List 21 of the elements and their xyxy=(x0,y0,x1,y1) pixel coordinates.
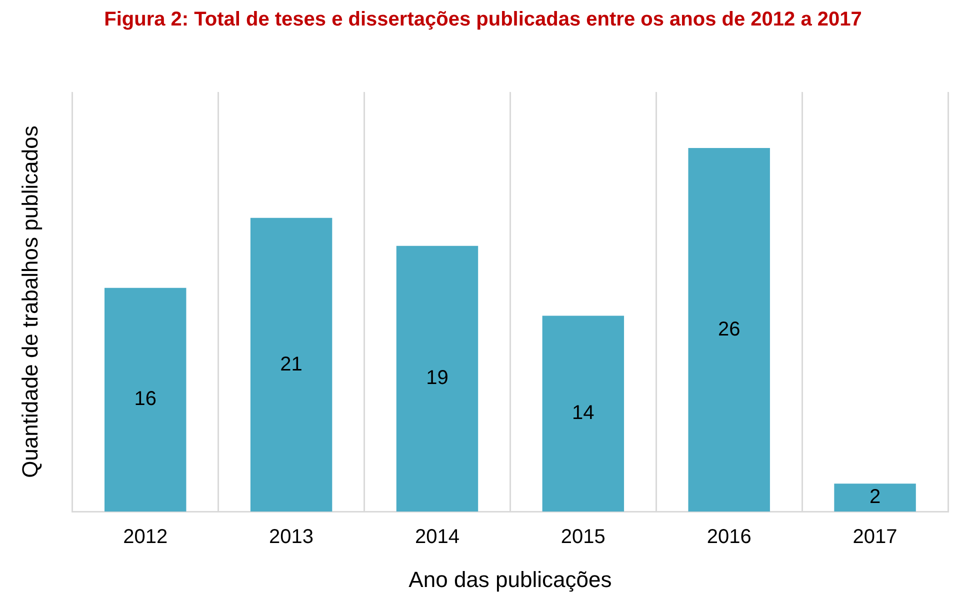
x-axis-title: Ano das publicações xyxy=(408,566,612,592)
x-tick-label: 2015 xyxy=(560,526,606,548)
bar xyxy=(104,288,186,512)
data-label: 2 xyxy=(869,486,881,508)
x-tick-label: 2014 xyxy=(414,526,460,548)
bar xyxy=(396,246,478,512)
bar xyxy=(542,316,624,512)
data-label: 14 xyxy=(572,402,594,424)
bar xyxy=(250,218,332,512)
x-tick-label: 2012 xyxy=(123,526,168,548)
x-tick-label: 2017 xyxy=(852,526,898,548)
x-tick-label: 2013 xyxy=(269,526,314,548)
data-label: 19 xyxy=(426,367,448,390)
chart-title: Figura 2: Total de teses e dissertações publicadas entre os anos de 2012 a 2017 xyxy=(104,8,862,31)
bar xyxy=(688,148,770,512)
x-tick-label: 2016 xyxy=(706,526,752,548)
data-label: 21 xyxy=(280,353,302,376)
data-label: 26 xyxy=(718,318,740,340)
y-axis-title: Quantidade de trabalhos publicados xyxy=(17,126,42,478)
bar xyxy=(834,484,916,512)
data-label: 16 xyxy=(134,388,156,410)
